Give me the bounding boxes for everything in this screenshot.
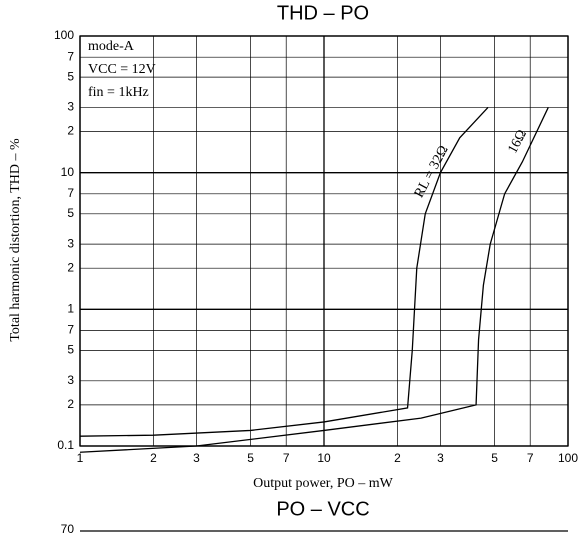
y-tick-label: 3 — [67, 100, 74, 114]
x-tick-label: 3 — [193, 451, 200, 465]
x-tick-label: 1 — [77, 451, 84, 465]
y-tick-label: 2 — [67, 397, 74, 411]
y-tick-label: 7 — [67, 49, 74, 63]
annotation: mode-A — [88, 39, 135, 54]
y-tick-label: 10 — [61, 165, 75, 179]
x-tick-label: 7 — [283, 451, 290, 465]
x-tick-label: 2 — [150, 451, 157, 465]
y-tick-label: 2 — [67, 260, 74, 274]
x-tick-label: 10 — [317, 451, 331, 465]
y-tick-label: 3 — [67, 236, 74, 250]
y-tick-label: 5 — [67, 206, 74, 220]
annotation: VCC = 12V — [88, 62, 156, 77]
x-axis-label: Output power, PO – mW — [253, 476, 394, 491]
y-axis-label: Total harmonic distortion, THD – % — [8, 138, 23, 342]
y-tick-label: 1 — [67, 302, 74, 316]
legend-label: RL = 32Ω — [412, 143, 452, 200]
chart-title: THD – PO — [277, 2, 369, 24]
line — [79, 107, 549, 453]
x-tick-label: 3 — [437, 451, 444, 465]
y-tick-label: 100 — [54, 28, 74, 42]
x-tick-label: 5 — [491, 451, 498, 465]
y-tick-label: 70 — [61, 522, 75, 533]
plot-frame — [79, 35, 569, 447]
y-tick-label: 7 — [67, 323, 74, 337]
y-tick-label: 5 — [67, 343, 74, 357]
y-tick-label: 2 — [67, 124, 74, 138]
y-tick-label: 7 — [67, 186, 74, 200]
x-tick-label: 5 — [247, 451, 254, 465]
annotation: fin = 1kHz — [88, 85, 149, 100]
y-tick-label: 5 — [67, 69, 74, 83]
chart-title: PO – VCC — [276, 498, 369, 520]
x-tick-label: 7 — [527, 451, 534, 465]
y-tick-label: 0.1 — [57, 438, 74, 452]
y-tick-label: 3 — [67, 373, 74, 387]
x-tick-label: 100 — [558, 451, 578, 465]
line — [79, 107, 489, 437]
x-tick-label: 2 — [394, 451, 401, 465]
